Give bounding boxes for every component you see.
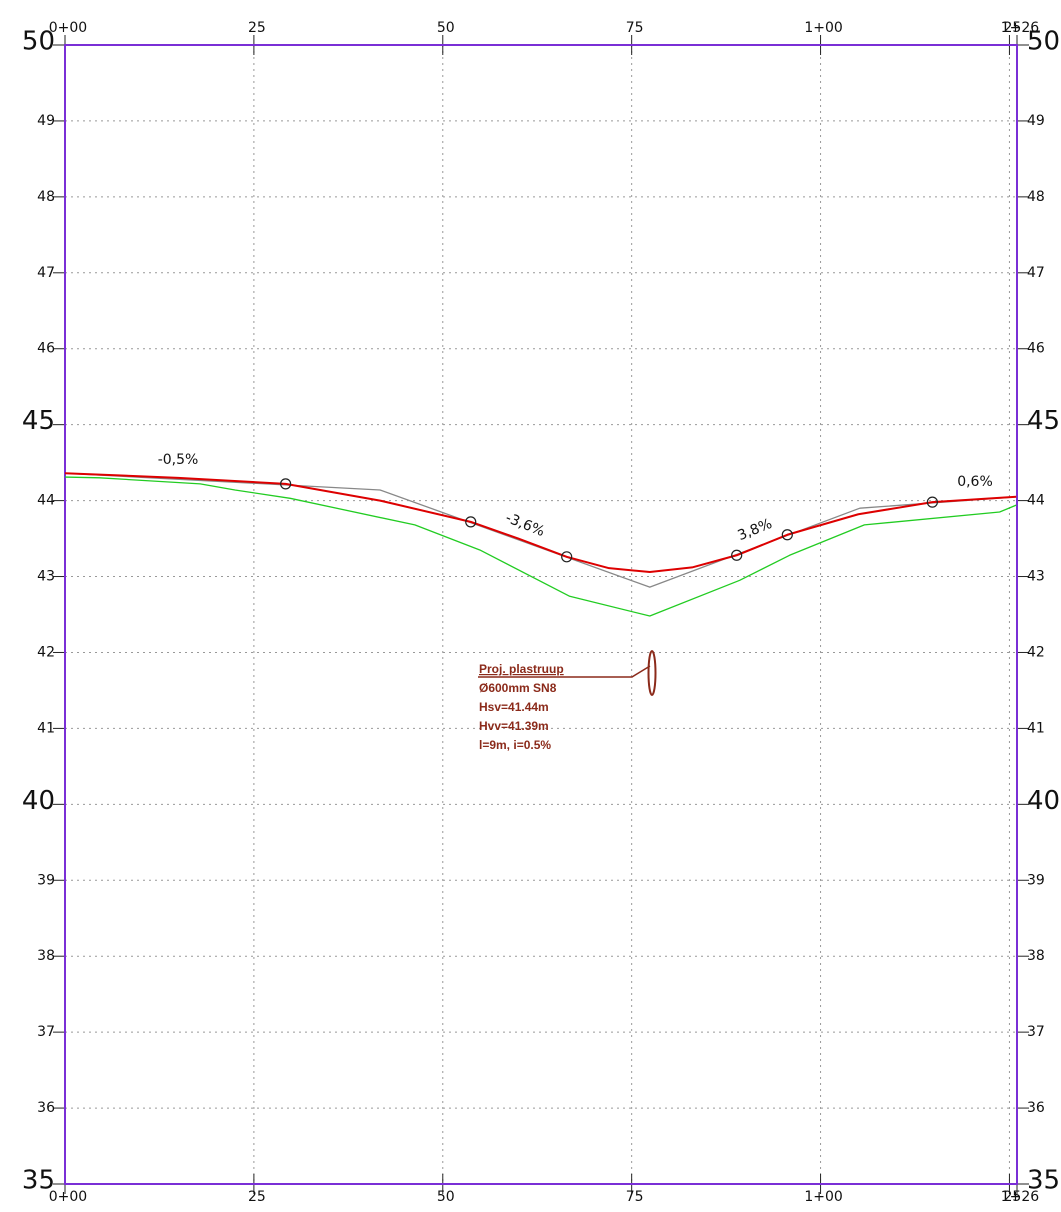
y-tick-label: 37 xyxy=(1027,1024,1045,1040)
x-tick-label: 50 xyxy=(437,1189,455,1205)
y-tick-label: 36 xyxy=(37,1100,55,1116)
y-tick-label: 42 xyxy=(37,644,55,660)
plot-frame xyxy=(64,44,1018,1185)
y-tick-label: 46 xyxy=(37,341,55,357)
y-tick-label: 47 xyxy=(37,265,55,281)
pipe-leader xyxy=(478,665,651,678)
y-tick-label: 37 xyxy=(37,1024,55,1040)
y-tick-label: 42 xyxy=(1027,644,1045,660)
y-tick-label: 43 xyxy=(1027,569,1045,585)
y-tick-label: 38 xyxy=(37,948,55,964)
x-tick-label: 1+26 xyxy=(1001,1189,1040,1205)
y-tick-label: 39 xyxy=(37,872,55,888)
y-tick-label: 41 xyxy=(1027,720,1045,736)
y-tick-label: 44 xyxy=(1027,493,1045,509)
y-tick-label: 40 xyxy=(1027,786,1060,816)
pipe-label: Hsv=41.44m xyxy=(479,700,549,714)
vertex xyxy=(731,549,743,561)
x-tick-label: 0+00 xyxy=(49,20,87,36)
y-tick-label: 35 xyxy=(1027,1166,1060,1196)
profile-line xyxy=(64,472,1017,573)
y-tick-label: 47 xyxy=(1027,265,1045,281)
vertex xyxy=(781,529,793,541)
profile-line xyxy=(64,472,1017,588)
y-tick-label: 35 xyxy=(22,1166,55,1196)
pipe-label: Hvv=41.39m xyxy=(479,719,549,733)
y-tick-label: 36 xyxy=(1027,1100,1045,1116)
y-tick-label: 46 xyxy=(1027,341,1045,357)
y-tick-label: 40 xyxy=(22,786,55,816)
pipe-label: Proj. plastruup xyxy=(479,662,564,676)
y-tick-label: 39 xyxy=(1027,872,1045,888)
y-tick-label: 50 xyxy=(22,27,55,57)
slope-label: -0,5% xyxy=(158,452,199,468)
profile-line xyxy=(64,476,1017,617)
x-tick-label: 25 xyxy=(248,20,266,36)
slope-label: 3,8% xyxy=(736,516,775,544)
x-tick-label: 75 xyxy=(626,1189,644,1205)
x-tick-label: 25 xyxy=(1004,20,1022,36)
x-tick-label: 1+26 xyxy=(1001,20,1040,36)
y-tick-label: 43 xyxy=(37,569,55,585)
y-tick-label: 45 xyxy=(1027,406,1060,436)
y-tick-label: 38 xyxy=(1027,948,1045,964)
y-tick-label: 49 xyxy=(1027,113,1045,129)
x-tick-label: 1+00 xyxy=(804,20,842,36)
vertex xyxy=(926,496,938,508)
y-tick-label: 41 xyxy=(37,720,55,736)
slope-label: 0,6% xyxy=(957,474,993,490)
vertex xyxy=(561,551,573,563)
y-tick-label: 49 xyxy=(37,113,55,129)
y-tick-label: 48 xyxy=(37,189,55,205)
y-tick-label: 48 xyxy=(1027,189,1045,205)
x-tick-label: 1+00 xyxy=(804,1189,842,1205)
pipe-symbol xyxy=(647,650,657,696)
y-tick-label: 50 xyxy=(1027,27,1060,57)
x-tick-label: 75 xyxy=(626,20,644,36)
pipe-label: l=9m, i=0.5% xyxy=(479,738,551,752)
x-tick-label: 50 xyxy=(437,20,455,36)
vertex xyxy=(465,516,477,528)
y-tick-label: 45 xyxy=(22,406,55,436)
x-tick-label: 25 xyxy=(248,1189,266,1205)
x-tick-label: 0+00 xyxy=(49,1189,87,1205)
vertex xyxy=(280,478,292,490)
y-tick-label: 44 xyxy=(37,493,55,509)
pipe-label: Ø600mm SN8 xyxy=(479,681,557,695)
